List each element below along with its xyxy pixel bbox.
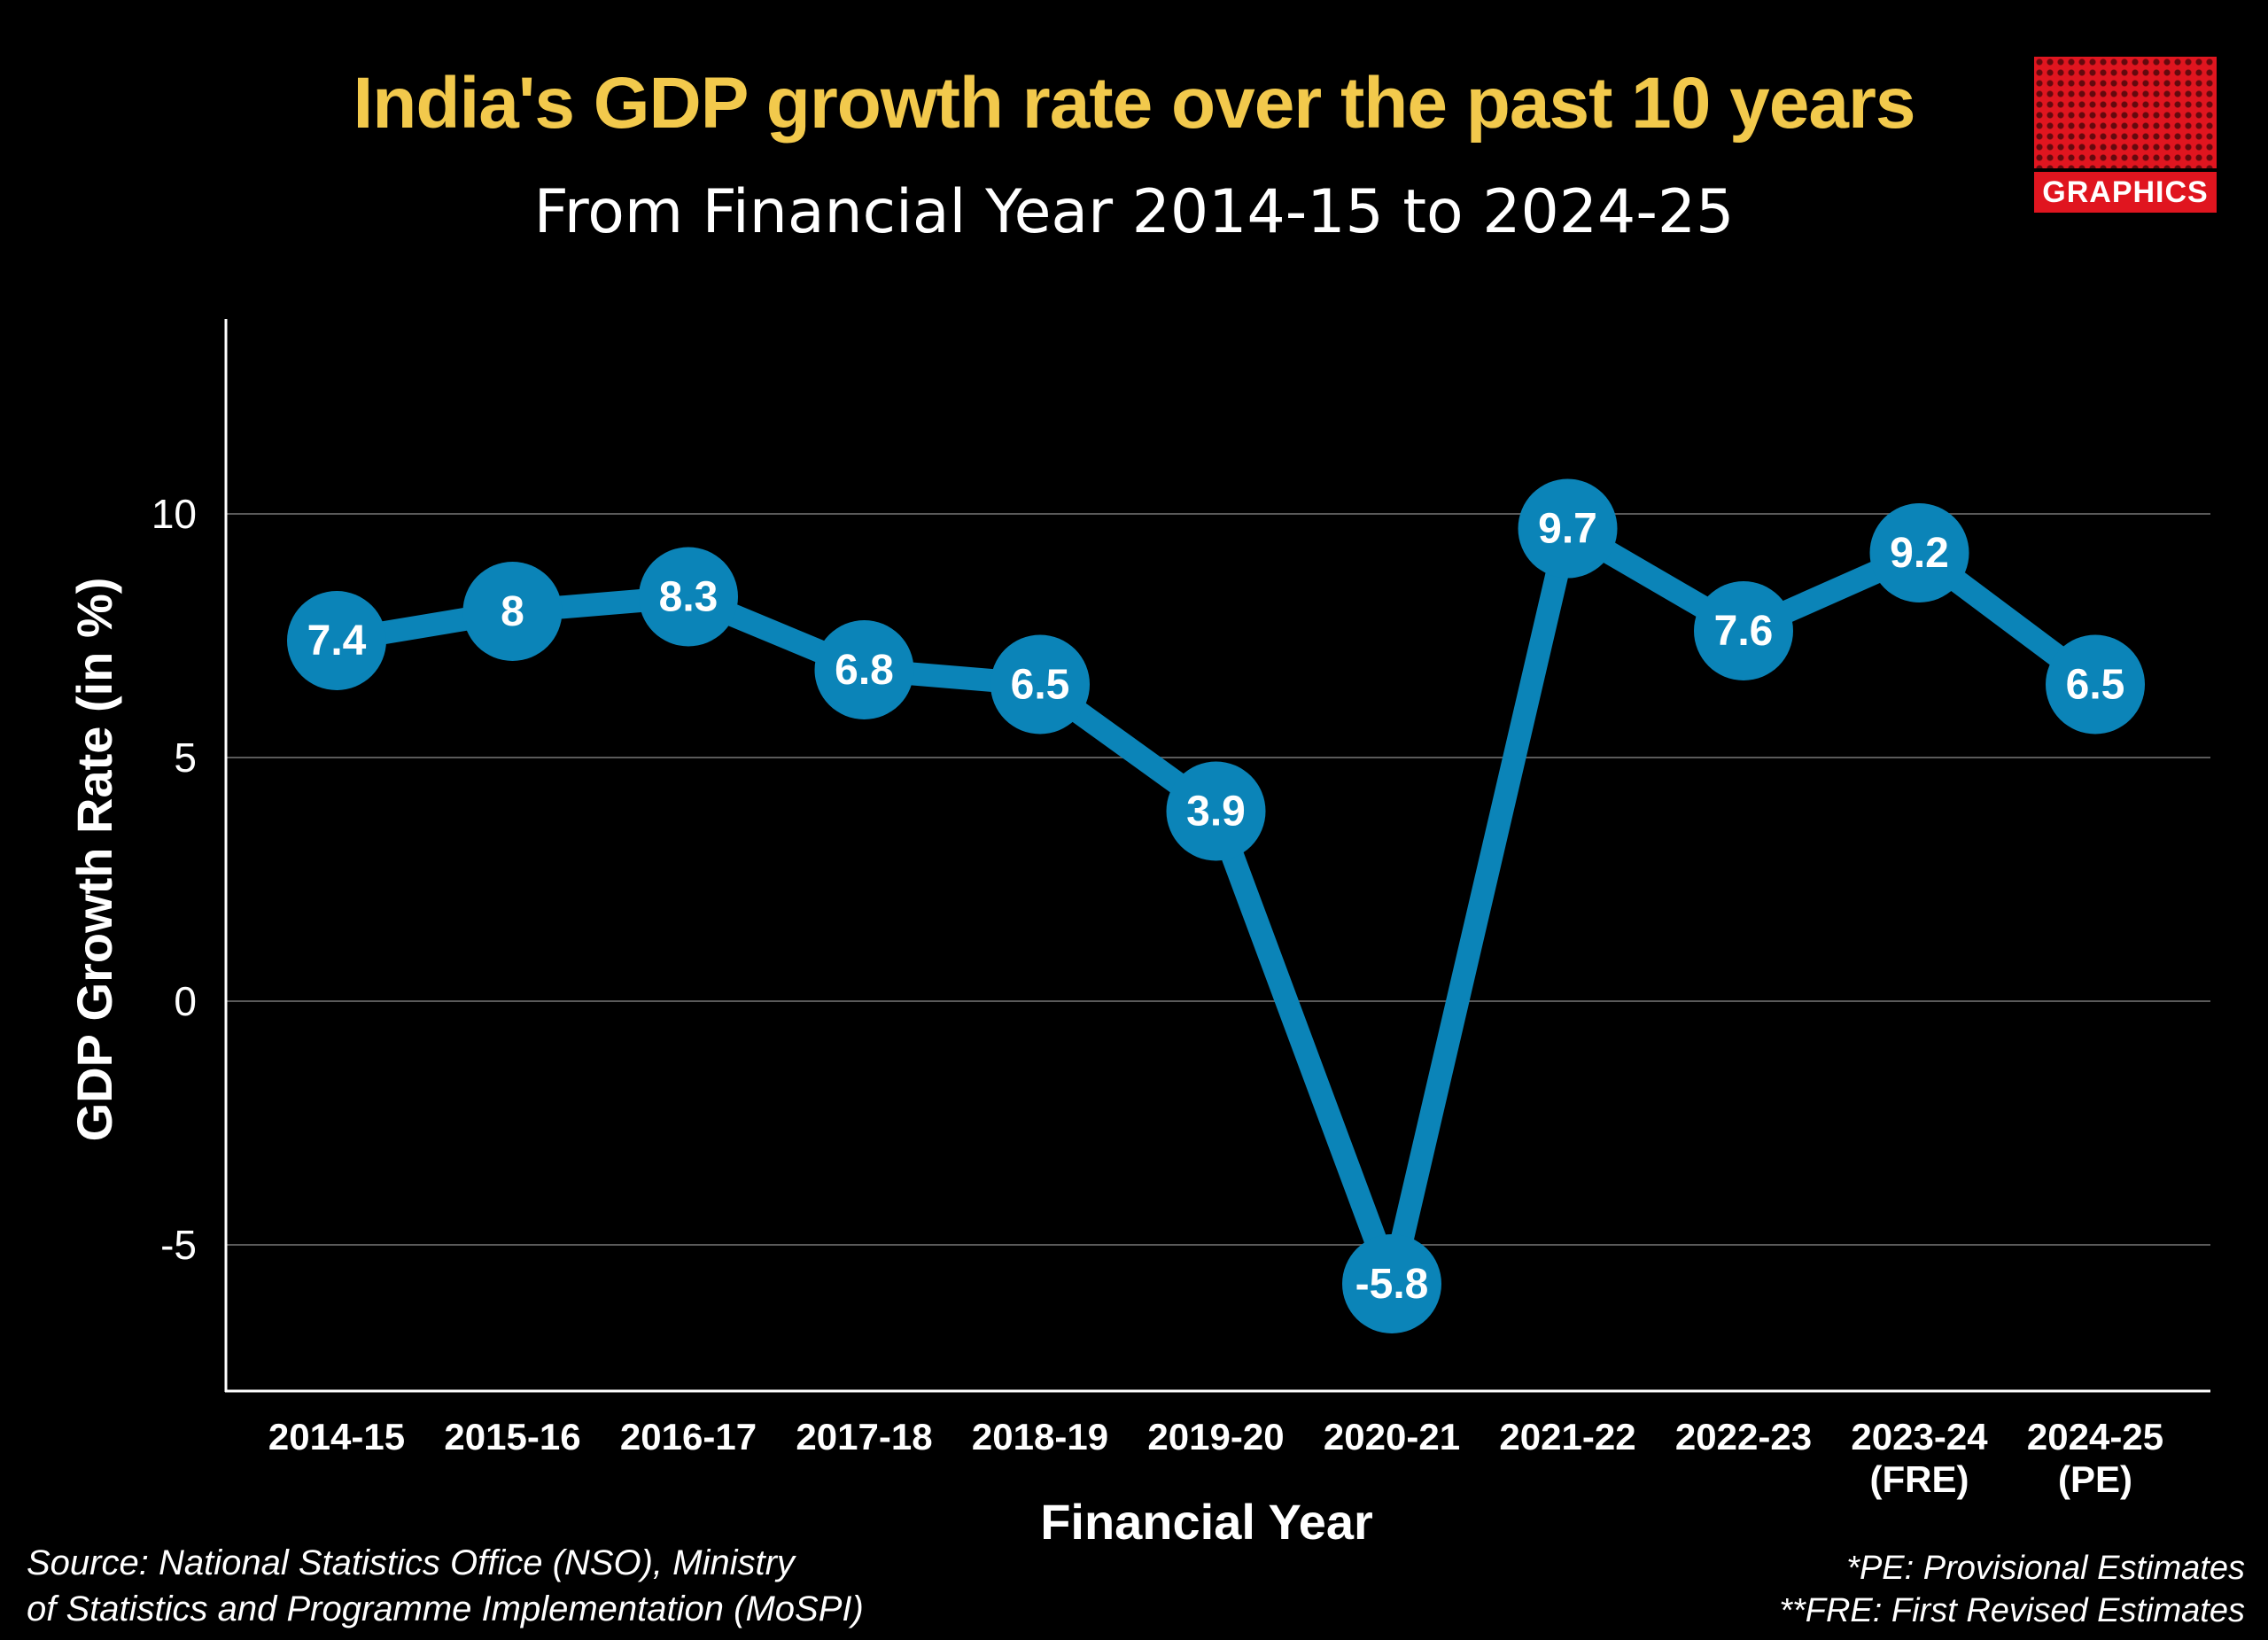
data-label: 3.9: [1186, 789, 1246, 836]
data-point: [990, 634, 1090, 735]
data-point: [639, 547, 738, 647]
y-tick-label: 0: [174, 978, 197, 1024]
abbreviation-notes: *PE: Provisional Estimates **FRE: First …: [1779, 1547, 2245, 1632]
data-point: [1694, 581, 1793, 680]
data-label: 7.4: [307, 618, 367, 665]
data-point: [2046, 634, 2145, 735]
source-line-1: Source: National Statistics Office (NSO)…: [27, 1543, 795, 1582]
data-point: [1166, 761, 1266, 861]
y-tick-label: 5: [174, 735, 197, 781]
data-point: [814, 620, 914, 719]
x-tick-label: 2023-24 (FRE): [1851, 1416, 1988, 1500]
logo-text: GRAPHICS: [2034, 172, 2217, 213]
data-label: -5.8: [1355, 1261, 1429, 1308]
data-point: [462, 562, 563, 661]
x-tick-label: 2020-21: [1324, 1416, 1460, 1457]
x-tick-label: 2015-16: [444, 1416, 580, 1457]
data-point: [1869, 503, 1969, 602]
data-label: 9.2: [1890, 530, 1949, 577]
pti-graphics-logo: GRAPHICS: [2034, 57, 2217, 214]
chart-title: India's GDP growth rate over the past 10…: [353, 63, 1916, 144]
series-line: [325, 510, 2107, 1324]
x-tick-label: 2018-19: [972, 1416, 1108, 1457]
data-label: 6.5: [2066, 662, 2125, 709]
x-tick-label: 2016-17: [620, 1416, 757, 1457]
x-tick-label: 2022-23: [1675, 1416, 1812, 1457]
y-tick-label: -5: [160, 1222, 197, 1268]
data-label: 6.8: [835, 647, 894, 694]
note-fre: **FRE: First Revised Estimates: [1779, 1592, 2245, 1629]
data-label: 8.3: [659, 574, 718, 621]
x-tick-label: 2019-20: [1147, 1416, 1284, 1457]
x-tick-label: 2014-15: [268, 1416, 405, 1457]
note-pe: *PE: Provisional Estimates: [1846, 1550, 2245, 1587]
data-point: [287, 591, 386, 690]
source-note: Source: National Statistics Office (NSO)…: [27, 1540, 864, 1632]
x-tick-label: 2017-18: [796, 1416, 932, 1457]
data-label: 9.7: [1538, 506, 1597, 553]
data-point: [1518, 478, 1618, 579]
data-point: [1342, 1234, 1441, 1333]
x-tick-label: 2024-25 (PE): [2027, 1416, 2163, 1500]
pti-logo-mark-icon: [2034, 57, 2217, 168]
chart-subtitle: From Financial Year 2014-15 to 2024-25: [533, 177, 1735, 247]
data-label: 8: [501, 588, 524, 635]
y-tick-label: 10: [151, 491, 197, 537]
x-axis-label: Financial Year: [1040, 1494, 1373, 1550]
data-label: 6.5: [1011, 662, 1070, 709]
y-axis-label: GDP Growth Rate (in %): [66, 578, 122, 1142]
x-tick-label: 2021-22: [1499, 1416, 1635, 1457]
source-line-2: of Statistics and Programme Implementati…: [27, 1589, 864, 1628]
data-label: 7.6: [1714, 608, 1774, 655]
